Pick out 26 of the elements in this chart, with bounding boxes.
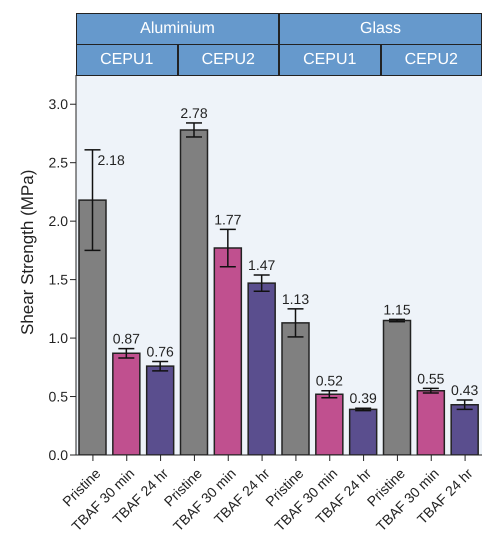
text: CEPU2 [380,44,482,76]
data-label: 1.15 [383,301,411,318]
data-label: 1.77 [214,211,242,228]
data-label: 1.47 [248,256,276,273]
data-label: 0.39 [350,390,378,406]
y-axis-title: Shear Strength (MPa) [18,170,38,335]
y-tick-label: 2.5 [48,154,68,171]
data-label: 0.87 [112,330,140,347]
y-tick-label: 0.5 [48,388,68,405]
data-label: 2.18 [98,152,125,168]
data-label: 0.76 [146,343,174,360]
y-tick-label: 1.0 [48,330,68,346]
text: CEPU1 [76,44,178,76]
data-label: 0.55 [417,370,445,386]
text: Glass [279,13,482,45]
y-tick-label: 1.5 [48,272,68,288]
y-tick-label: 0.0 [48,446,68,463]
text: CEPU1 [279,44,380,76]
data-label: 1.13 [282,290,310,307]
text: CEPU2 [178,44,279,76]
text: Aluminium [76,13,279,45]
y-tick-label: 3.0 [48,96,68,112]
data-label: 0.52 [316,372,344,389]
y-tick-label: 2.0 [48,213,68,230]
data-label: 0.43 [451,382,479,398]
data-label: 2.78 [180,104,208,121]
